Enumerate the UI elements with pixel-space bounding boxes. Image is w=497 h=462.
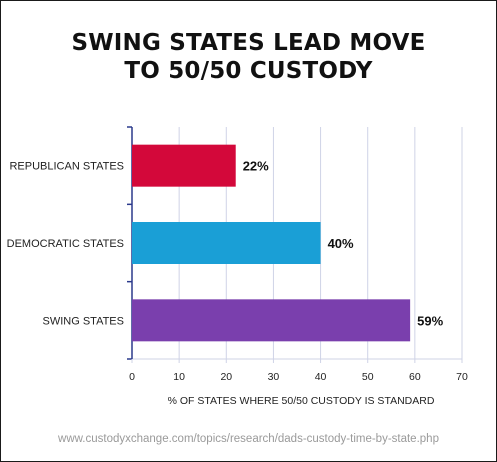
- category-label-2: SWING STATES: [43, 315, 125, 327]
- x-tick-label-0: 0: [129, 371, 135, 383]
- value-label-0: 22%: [243, 159, 269, 174]
- x-tick-label-50: 50: [362, 371, 374, 383]
- bar-swing-states: [132, 299, 411, 342]
- category-label-1: DEMOCRATIC STATES: [7, 238, 124, 250]
- x-tick-label-40: 40: [315, 371, 327, 383]
- category-label-0: REPUBLICAN STATES: [9, 161, 124, 173]
- bar-republican-states: [132, 144, 236, 187]
- chart-title-line-1: SWING STATES LEAD MOVE: [71, 30, 426, 56]
- source-url: www.custodyxchange.com/topics/research/d…: [58, 433, 439, 445]
- value-label-1: 40%: [328, 236, 354, 251]
- chart-title: SWING STATES LEAD MOVE TO 50/50 CUSTODY: [1, 29, 496, 85]
- chart-title-line-2: TO 50/50 CUSTODY: [124, 58, 373, 84]
- x-tick-label-70: 70: [456, 371, 468, 383]
- x-tick-label-30: 30: [268, 371, 280, 383]
- bar-democratic-states: [132, 222, 321, 264]
- x-tick-label-20: 20: [220, 371, 232, 383]
- x-axis-title: % OF STATES WHERE 50/50 CUSTODY IS STAND…: [168, 395, 435, 407]
- x-tick-label-60: 60: [409, 371, 421, 383]
- value-label-2: 59%: [417, 313, 443, 328]
- x-tick-label-10: 10: [173, 371, 185, 383]
